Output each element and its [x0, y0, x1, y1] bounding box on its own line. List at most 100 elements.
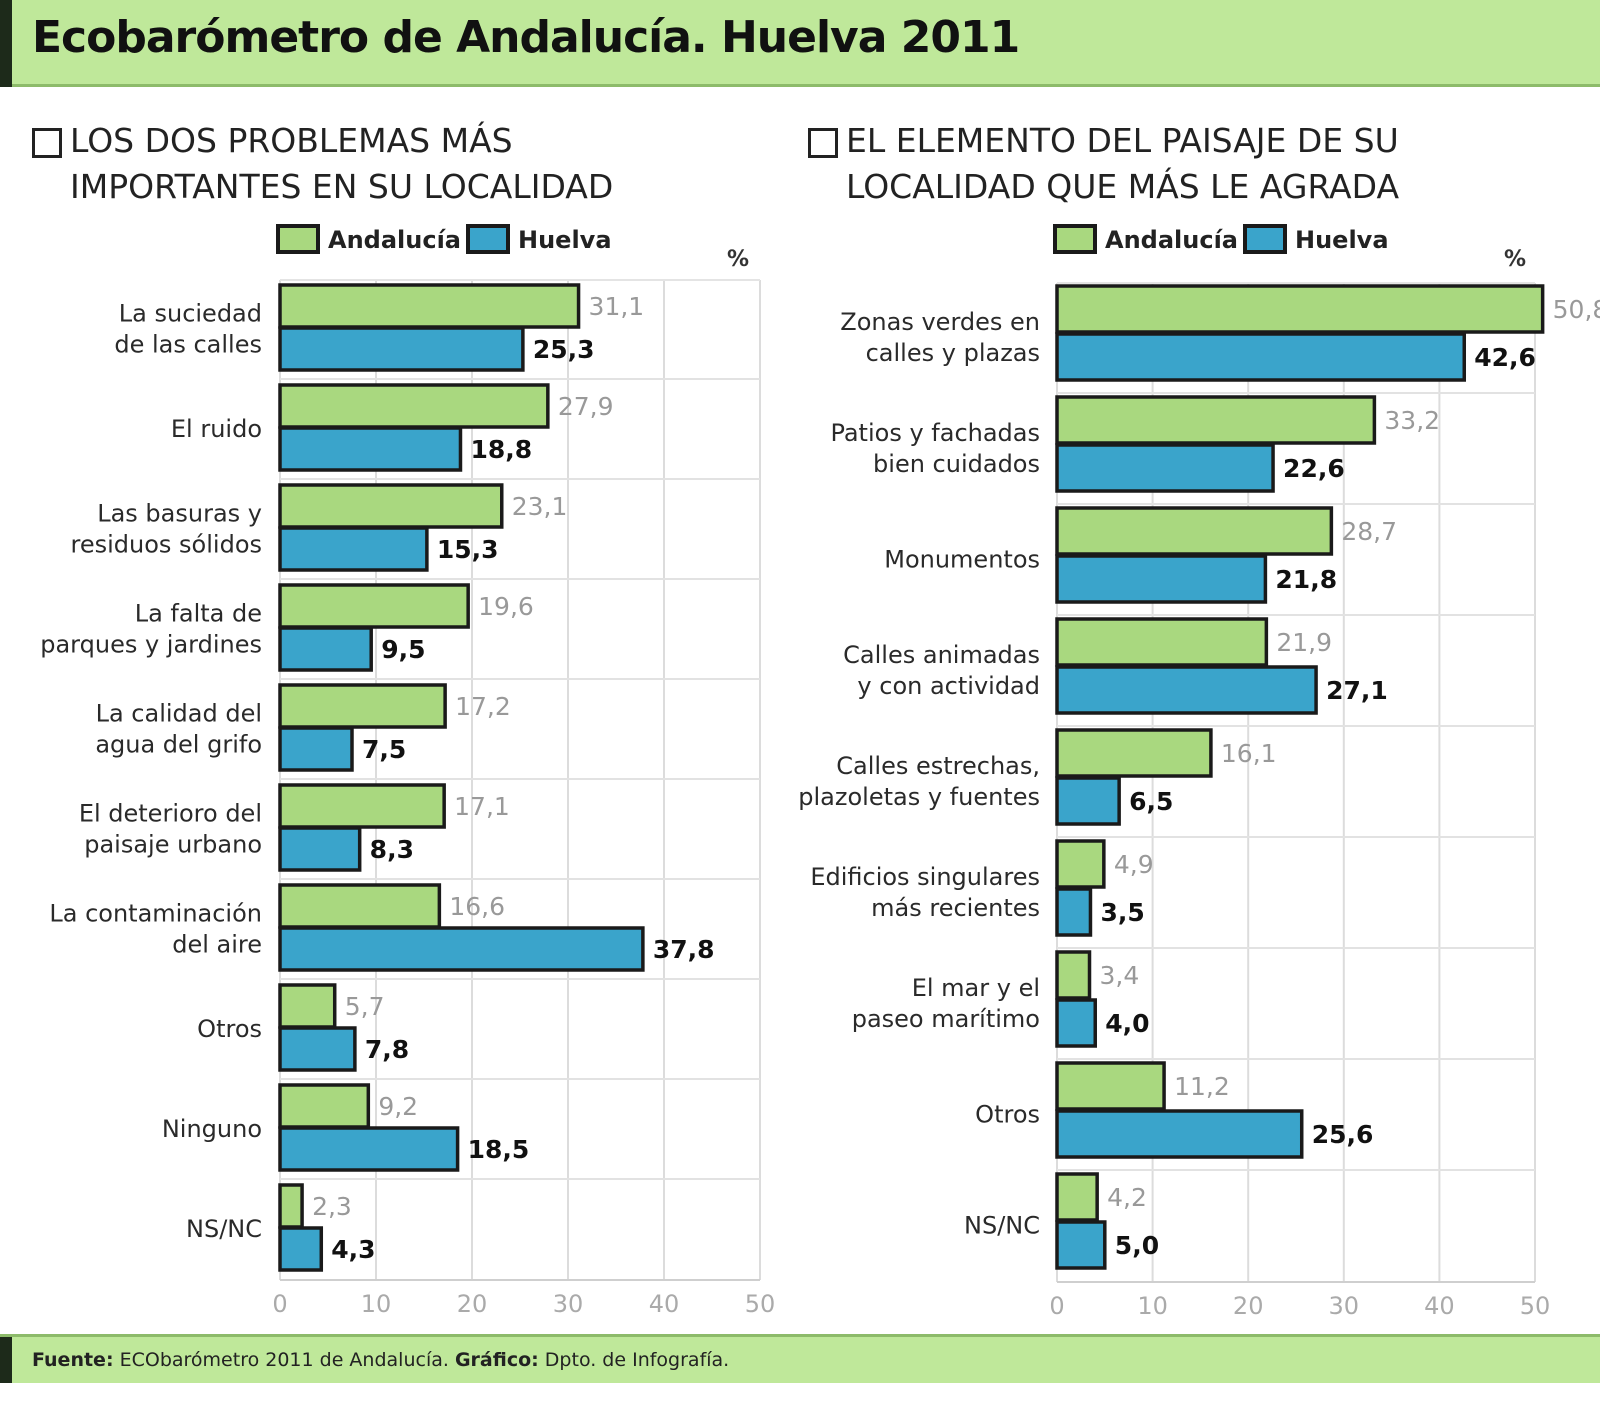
category-label: Patios y fachadas	[830, 419, 1040, 447]
category-label: bien cuidados	[873, 450, 1040, 478]
data-label-huelva: 8,3	[370, 835, 414, 864]
source-text: ECObarómetro 2011 de Andalucía.	[119, 1349, 449, 1371]
data-label-huelva: 21,8	[1275, 565, 1337, 594]
bar-andalucia	[1055, 839, 1106, 889]
bar-huelva	[278, 826, 362, 872]
bar-huelva	[278, 726, 354, 772]
data-label-huelva: 5,0	[1115, 1231, 1159, 1260]
category-label: parques y jardines	[40, 631, 262, 659]
bar-andalucia	[1055, 1061, 1166, 1111]
bar-andalucia	[1055, 395, 1377, 445]
category-label: y con actividad	[857, 672, 1040, 700]
bar-andalucia	[278, 283, 581, 329]
data-label-andalucia: 50,8	[1553, 295, 1600, 324]
data-label-andalucia: 19,6	[478, 592, 534, 621]
category-label: Zonas verdes en	[840, 308, 1040, 336]
graphic-text: Dpto. de Infografía.	[544, 1349, 730, 1371]
bar-huelva	[1055, 887, 1093, 937]
legend-swatch-andalucia	[276, 224, 320, 254]
x-tick-label: 40	[1424, 1292, 1455, 1320]
data-label-andalucia: 27,9	[558, 392, 614, 421]
data-label-huelva: 15,3	[437, 535, 499, 564]
chart-title-problems: LOS DOS PROBLEMAS MÁS IMPORTANTES EN SU …	[32, 118, 613, 210]
bar-huelva	[1055, 1220, 1107, 1270]
bar-huelva	[1055, 776, 1121, 826]
category-label: NS/NC	[186, 1215, 262, 1243]
bar-andalucia	[1055, 728, 1213, 778]
header-accent	[0, 0, 12, 87]
bar-andalucia	[278, 1183, 304, 1229]
bar-huelva	[1055, 443, 1275, 493]
legend-swatch-andalucia	[1053, 224, 1097, 254]
bar-huelva	[1055, 665, 1318, 715]
x-tick-label: 0	[1049, 1292, 1064, 1320]
source-label: Fuente:	[32, 1349, 114, 1371]
bar-huelva	[1055, 332, 1467, 382]
category-label: La suciedad	[119, 300, 262, 328]
data-label-huelva: 27,1	[1326, 676, 1388, 705]
data-label-huelva: 25,3	[533, 335, 595, 364]
category-label: Calles animadas	[843, 641, 1040, 669]
data-label-huelva: 4,3	[331, 1235, 375, 1264]
checkbox-square-icon	[32, 128, 62, 158]
x-tick-label: 30	[1329, 1292, 1360, 1320]
bar-huelva	[1055, 1109, 1304, 1159]
x-tick-label: 40	[649, 1290, 680, 1318]
category-label: Ninguno	[162, 1115, 262, 1143]
data-label-huelva: 18,5	[468, 1135, 530, 1164]
legend-label: Huelva	[1295, 226, 1389, 254]
chart-title-landscape: EL ELEMENTO DEL PAISAJE DE SU LOCALIDAD …	[808, 118, 1399, 210]
header-band: Ecobarómetro de Andalucía. Huelva 2011	[0, 0, 1600, 87]
category-label: NS/NC	[964, 1212, 1040, 1240]
category-label: calles y plazas	[866, 339, 1040, 367]
data-label-huelva: 4,0	[1105, 1009, 1149, 1038]
bar-huelva	[278, 526, 429, 572]
data-label-andalucia: 16,6	[449, 892, 505, 921]
bar-huelva	[1055, 554, 1268, 604]
category-label: de las calles	[114, 331, 262, 359]
bar-huelva	[278, 326, 525, 372]
bar-andalucia	[278, 683, 447, 729]
page-title: Ecobarómetro de Andalucía. Huelva 2011	[32, 12, 1020, 63]
category-label: agua del grifo	[95, 731, 262, 759]
bar-andalucia	[1055, 284, 1545, 334]
bar-huelva	[278, 1026, 357, 1072]
data-label-huelva: 18,8	[470, 435, 532, 464]
data-label-andalucia: 9,2	[378, 1092, 418, 1121]
data-label-huelva: 25,6	[1312, 1120, 1374, 1149]
bar-andalucia	[1055, 950, 1092, 1000]
data-label-andalucia: 2,3	[312, 1192, 352, 1221]
bar-andalucia	[278, 483, 504, 529]
category-label: Otros	[197, 1015, 262, 1043]
unit-label: %	[727, 247, 749, 272]
x-tick-label: 10	[1137, 1292, 1168, 1320]
data-label-huelva: 7,8	[365, 1035, 409, 1064]
bar-andalucia	[278, 983, 337, 1029]
data-label-andalucia: 16,1	[1221, 739, 1277, 768]
category-label: Calles estrechas,	[836, 752, 1040, 780]
x-tick-label: 10	[361, 1290, 392, 1318]
data-label-andalucia: 4,9	[1114, 850, 1154, 879]
chart-title-text: LOS DOS PROBLEMAS MÁS IMPORTANTES EN SU …	[70, 121, 614, 206]
data-label-huelva: 3,5	[1100, 898, 1144, 927]
graphic-label: Gráfico:	[454, 1349, 539, 1371]
data-label-huelva: 42,6	[1474, 343, 1536, 372]
bar-andalucia	[278, 383, 550, 429]
data-label-huelva: 7,5	[362, 735, 406, 764]
x-tick-label: 20	[1233, 1292, 1264, 1320]
category-label: Edificios singulares	[810, 863, 1040, 891]
data-label-andalucia: 17,2	[455, 692, 511, 721]
footer-band: Fuente: ECObarómetro 2011 de Andalucía. …	[0, 1334, 1600, 1383]
data-label-andalucia: 21,9	[1276, 628, 1332, 657]
category-label: Las basuras y	[97, 500, 262, 528]
bar-andalucia	[1055, 506, 1334, 556]
legend-swatch-huelva	[466, 224, 510, 254]
x-tick-label: 30	[553, 1290, 584, 1318]
data-label-andalucia: 11,2	[1174, 1072, 1230, 1101]
category-label: La falta de	[135, 600, 262, 628]
bar-huelva	[278, 426, 463, 472]
bar-huelva	[278, 926, 645, 972]
legend-swatch-huelva	[1243, 224, 1287, 254]
category-label: paseo marítimo	[852, 1005, 1040, 1033]
